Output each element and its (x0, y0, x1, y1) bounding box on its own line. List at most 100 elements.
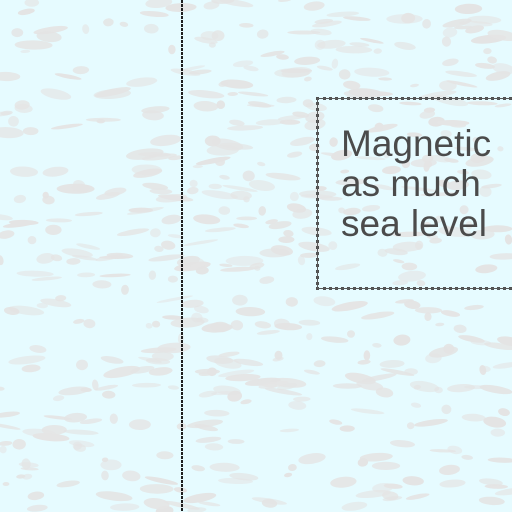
texture-blot (264, 387, 303, 396)
texture-blot (334, 263, 361, 271)
texture-blot (372, 342, 382, 348)
texture-blot (331, 149, 353, 161)
texture-blot (227, 91, 238, 97)
texture-blot (343, 80, 361, 90)
texture-blot (142, 182, 169, 190)
texture-blot (122, 470, 141, 482)
texture-blot (0, 255, 4, 266)
texture-blot (380, 368, 415, 376)
texture-blot (480, 365, 491, 372)
texture-blot (24, 0, 40, 7)
texture-blot (256, 330, 280, 335)
texture-blot (227, 439, 245, 444)
texture-blot (401, 186, 438, 192)
texture-blot (14, 40, 53, 50)
texture-blot (43, 415, 73, 420)
texture-blot (465, 221, 473, 230)
texture-blot (167, 385, 179, 390)
texture-blot (235, 306, 266, 317)
texture-blot (2, 481, 10, 487)
texture-blot (189, 179, 198, 188)
texture-blot (106, 252, 134, 259)
texture-blot (459, 205, 469, 215)
texture-blot (328, 241, 338, 251)
texture-blot (195, 436, 222, 443)
texture-blot (404, 300, 421, 310)
texture-blot (27, 235, 37, 245)
texture-blot (478, 478, 503, 486)
texture-blot (259, 276, 275, 284)
texture-blot (219, 263, 233, 267)
texture-blot (446, 180, 470, 191)
texture-blot (11, 28, 24, 38)
texture-blot (347, 330, 355, 338)
texture-blot (490, 428, 506, 437)
texture-blot (436, 119, 470, 126)
texture-blot (255, 119, 285, 126)
texture-blot (54, 73, 82, 80)
texture-blot (128, 419, 151, 431)
texture-blot (310, 28, 332, 36)
texture-blot (389, 440, 416, 448)
texture-blot (475, 62, 495, 69)
texture-blot (290, 136, 315, 146)
texture-blot (12, 438, 26, 450)
texture-blot (399, 101, 422, 106)
texture-blot (439, 464, 460, 476)
texture-blot (211, 391, 235, 396)
texture-blot (361, 311, 395, 320)
texture-blot (183, 492, 217, 504)
texture-blot (143, 498, 170, 510)
texture-blot (279, 428, 299, 433)
texture-blot (471, 169, 492, 180)
texture-blot (242, 170, 255, 182)
texture-blot (139, 10, 169, 18)
texture-blot (100, 356, 124, 364)
texture-blot (0, 423, 21, 430)
texture-blot (144, 476, 179, 485)
texture-blot (232, 60, 254, 68)
texture-blot (0, 230, 15, 239)
texture-blot (0, 440, 13, 446)
texture-blot (274, 350, 283, 360)
texture-blot (218, 206, 231, 215)
texture-blot (465, 156, 494, 167)
texture-blot (22, 473, 33, 480)
texture-blot (220, 266, 256, 272)
texture-blot (196, 317, 209, 323)
texture-blot (316, 65, 333, 71)
texture-blot (119, 21, 129, 27)
annotation-line-2: as much (341, 163, 481, 204)
texture-blot (277, 114, 306, 121)
texture-blot (306, 333, 313, 341)
texture-blot (192, 164, 203, 169)
texture-blot (236, 216, 258, 221)
texture-blot (80, 387, 92, 393)
texture-blot (394, 41, 416, 50)
texture-blot (126, 207, 164, 215)
texture-blot (278, 236, 295, 244)
texture-blot (36, 302, 48, 309)
texture-blot (141, 106, 170, 114)
texture-blot (355, 489, 391, 499)
texture-blot (398, 270, 426, 282)
texture-blot (410, 402, 422, 408)
texture-blot (349, 42, 370, 47)
texture-blot (92, 379, 99, 391)
texture-blot (79, 418, 103, 425)
texture-blot (472, 137, 480, 143)
texture-blot (211, 0, 235, 4)
texture-blot (461, 413, 486, 422)
texture-blot (148, 270, 157, 280)
texture-blot (454, 3, 483, 15)
texture-blot (276, 96, 297, 104)
texture-blot (72, 66, 90, 75)
texture-blot (218, 81, 228, 87)
texture-blot (297, 255, 306, 266)
texture-blot (483, 416, 507, 428)
texture-blot (483, 48, 492, 55)
texture-blot (208, 42, 216, 48)
annotation-box: Magnetic as much sea level (316, 97, 512, 290)
texture-blot (83, 318, 96, 329)
